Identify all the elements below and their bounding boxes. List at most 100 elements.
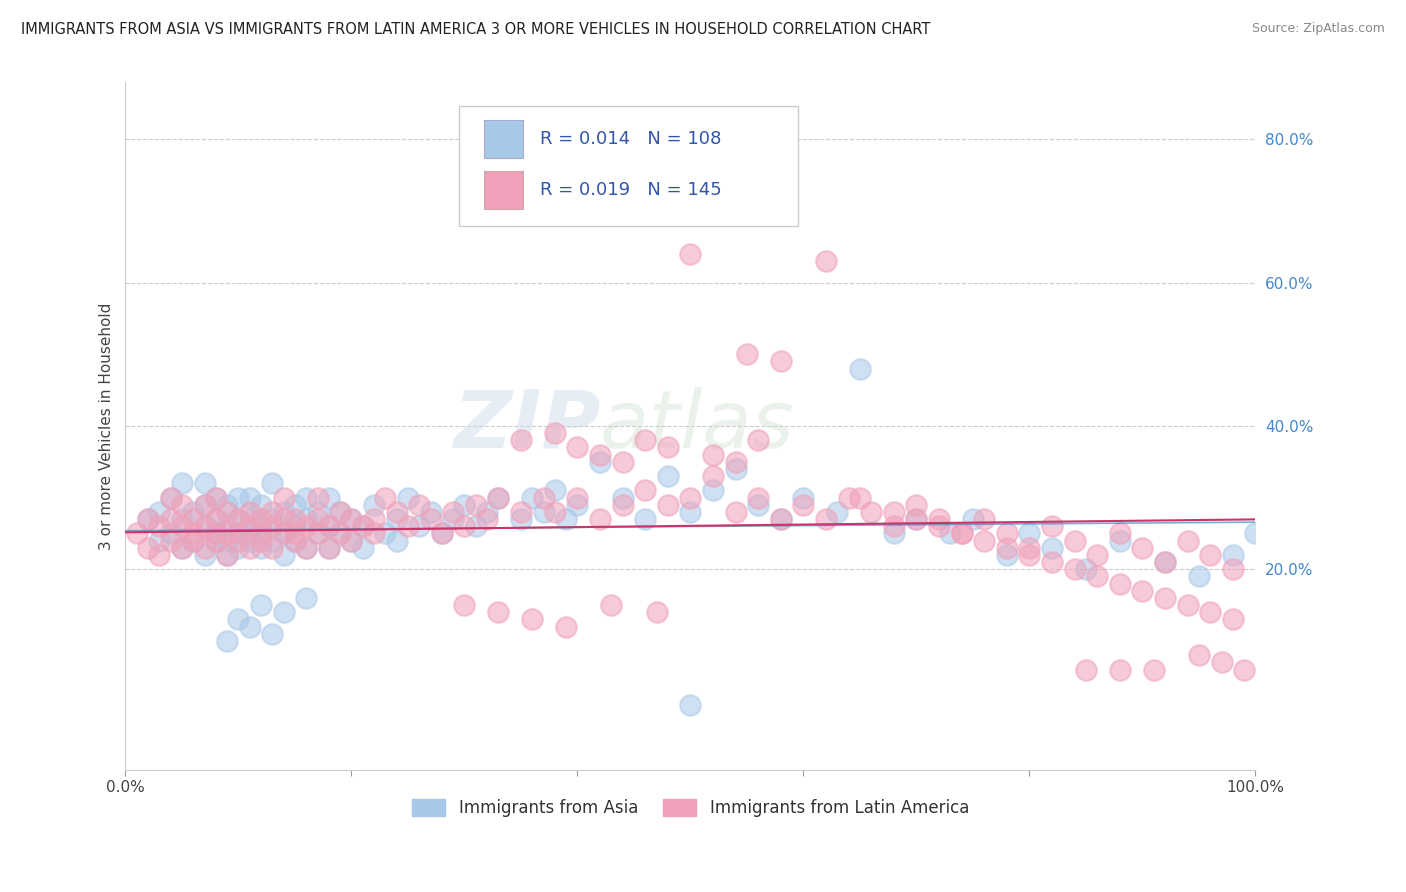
Point bbox=[295, 541, 318, 555]
Point bbox=[307, 526, 329, 541]
Point bbox=[1222, 562, 1244, 576]
Point bbox=[363, 498, 385, 512]
Point bbox=[486, 491, 509, 505]
Point bbox=[329, 505, 352, 519]
Point bbox=[724, 455, 747, 469]
Point bbox=[679, 491, 702, 505]
Point bbox=[262, 533, 284, 548]
Point bbox=[205, 533, 228, 548]
Point bbox=[679, 505, 702, 519]
Point bbox=[544, 426, 567, 441]
Point bbox=[747, 498, 769, 512]
Point bbox=[533, 491, 555, 505]
Point bbox=[374, 526, 396, 541]
Point bbox=[170, 498, 193, 512]
Point bbox=[148, 505, 170, 519]
Point bbox=[995, 526, 1018, 541]
Point bbox=[1040, 555, 1063, 569]
Point bbox=[1108, 576, 1130, 591]
Point bbox=[250, 519, 273, 533]
Point bbox=[792, 491, 814, 505]
Point bbox=[510, 512, 533, 526]
Point bbox=[159, 491, 181, 505]
Point bbox=[950, 526, 973, 541]
Point bbox=[453, 598, 475, 612]
Point bbox=[228, 491, 250, 505]
Point bbox=[600, 598, 623, 612]
Point bbox=[217, 498, 239, 512]
Point bbox=[181, 505, 204, 519]
Point bbox=[430, 526, 453, 541]
Point bbox=[419, 512, 441, 526]
Point bbox=[217, 548, 239, 562]
Point bbox=[217, 519, 239, 533]
Point bbox=[284, 533, 307, 548]
Point bbox=[205, 512, 228, 526]
Legend: Immigrants from Asia, Immigrants from Latin America: Immigrants from Asia, Immigrants from La… bbox=[405, 792, 976, 823]
Point bbox=[205, 491, 228, 505]
Point bbox=[769, 512, 792, 526]
Point bbox=[1063, 562, 1085, 576]
Point bbox=[318, 541, 340, 555]
Point bbox=[849, 361, 872, 376]
Point bbox=[239, 491, 262, 505]
Point bbox=[973, 533, 995, 548]
Point bbox=[284, 519, 307, 533]
Point bbox=[340, 512, 363, 526]
Point bbox=[239, 541, 262, 555]
Point bbox=[827, 505, 849, 519]
Point bbox=[408, 519, 430, 533]
Point bbox=[228, 526, 250, 541]
Point bbox=[589, 448, 612, 462]
Point bbox=[363, 526, 385, 541]
Point bbox=[340, 533, 363, 548]
Point bbox=[193, 541, 215, 555]
Point bbox=[567, 498, 589, 512]
Point bbox=[228, 512, 250, 526]
Point bbox=[1040, 541, 1063, 555]
Point bbox=[159, 533, 181, 548]
Point bbox=[318, 519, 340, 533]
Point bbox=[262, 476, 284, 491]
Point bbox=[239, 512, 262, 526]
Point bbox=[125, 526, 148, 541]
Point bbox=[950, 526, 973, 541]
Point bbox=[555, 512, 578, 526]
Point bbox=[250, 533, 273, 548]
Point bbox=[657, 469, 679, 483]
Point bbox=[170, 519, 193, 533]
Point bbox=[589, 455, 612, 469]
Point bbox=[329, 526, 352, 541]
Point bbox=[205, 526, 228, 541]
Point bbox=[522, 612, 544, 626]
Point bbox=[217, 505, 239, 519]
Point bbox=[193, 519, 215, 533]
Point bbox=[612, 455, 634, 469]
Point bbox=[262, 505, 284, 519]
Point bbox=[1074, 663, 1097, 677]
Point bbox=[340, 533, 363, 548]
Point bbox=[1108, 533, 1130, 548]
Point bbox=[262, 627, 284, 641]
Point bbox=[589, 512, 612, 526]
Text: IMMIGRANTS FROM ASIA VS IMMIGRANTS FROM LATIN AMERICA 3 OR MORE VEHICLES IN HOUS: IMMIGRANTS FROM ASIA VS IMMIGRANTS FROM … bbox=[21, 22, 931, 37]
Point bbox=[239, 533, 262, 548]
Point bbox=[273, 548, 295, 562]
Point bbox=[486, 605, 509, 619]
Point bbox=[939, 526, 962, 541]
FancyBboxPatch shape bbox=[458, 106, 797, 227]
Point bbox=[385, 512, 408, 526]
Point bbox=[273, 526, 295, 541]
Point bbox=[159, 512, 181, 526]
Point bbox=[1154, 555, 1177, 569]
Point bbox=[544, 483, 567, 498]
Point bbox=[679, 247, 702, 261]
Point bbox=[307, 526, 329, 541]
Point bbox=[1018, 526, 1040, 541]
Point bbox=[181, 512, 204, 526]
Point bbox=[148, 548, 170, 562]
Point bbox=[1177, 598, 1199, 612]
Point bbox=[612, 498, 634, 512]
Point bbox=[396, 519, 419, 533]
Point bbox=[217, 526, 239, 541]
